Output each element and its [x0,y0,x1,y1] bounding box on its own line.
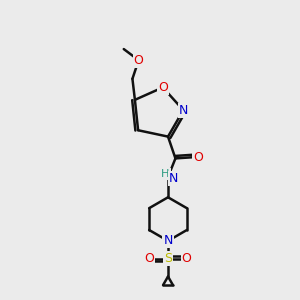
Text: H: H [161,169,170,179]
Text: O: O [145,252,154,265]
Text: O: O [193,151,203,164]
Text: O: O [134,54,144,67]
Text: N: N [178,103,188,117]
Text: O: O [182,252,191,265]
Text: N: N [163,234,173,248]
Text: N: N [169,172,178,185]
Text: S: S [164,252,172,265]
Text: O: O [158,81,168,94]
